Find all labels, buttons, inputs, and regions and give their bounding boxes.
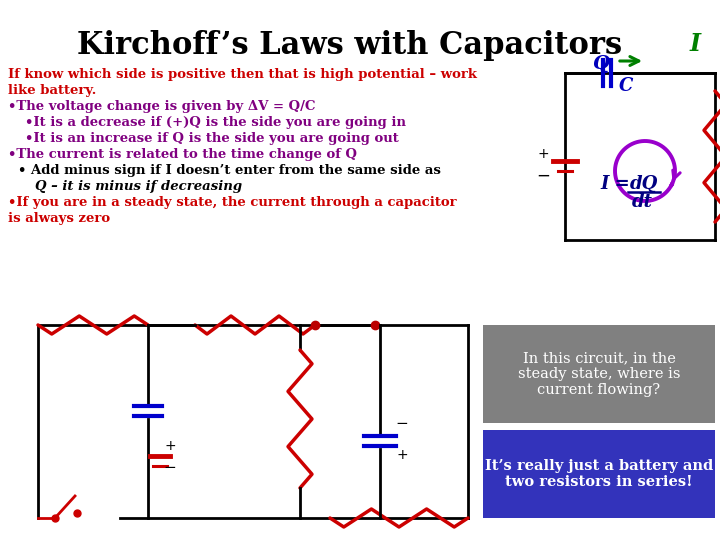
Text: is always zero: is always zero bbox=[8, 212, 110, 225]
Bar bbox=[483, 325, 715, 423]
Bar bbox=[483, 430, 715, 518]
Text: −: − bbox=[395, 415, 408, 430]
Text: It’s really just a battery and
two resistors in series!: It’s really just a battery and two resis… bbox=[485, 459, 713, 489]
Text: like battery.: like battery. bbox=[8, 84, 96, 97]
Text: Kirchoff’s Laws with Capacitors: Kirchoff’s Laws with Capacitors bbox=[78, 30, 623, 61]
Text: +: + bbox=[537, 147, 549, 161]
Text: Q: Q bbox=[593, 55, 610, 73]
Text: •It is an increase if Q is the side you are going out: •It is an increase if Q is the side you … bbox=[25, 132, 399, 145]
Text: •It is a decrease if (+)Q is the side you are going in: •It is a decrease if (+)Q is the side yo… bbox=[25, 116, 406, 129]
Text: •If you are in a steady state, the current through a capacitor: •If you are in a steady state, the curre… bbox=[8, 196, 456, 209]
Text: In this circuit, in the
steady state, where is
current flowing?: In this circuit, in the steady state, wh… bbox=[518, 351, 680, 397]
Text: If know which side is positive then that is high potential – work: If know which side is positive then that… bbox=[8, 68, 477, 81]
Text: +: + bbox=[396, 448, 408, 462]
Text: I =: I = bbox=[600, 175, 630, 193]
Text: I: I bbox=[690, 32, 701, 56]
Text: •The current is related to the time change of Q: •The current is related to the time chan… bbox=[8, 148, 357, 161]
Text: −: − bbox=[163, 461, 176, 476]
Text: dQ: dQ bbox=[630, 175, 658, 193]
Text: +: + bbox=[164, 439, 176, 453]
Text: C: C bbox=[619, 77, 634, 95]
Text: Q – it is minus if decreasing: Q – it is minus if decreasing bbox=[35, 180, 242, 193]
Text: •The voltage change is given by ΔV = Q/C: •The voltage change is given by ΔV = Q/C bbox=[8, 100, 315, 113]
Text: dt: dt bbox=[632, 193, 653, 211]
Text: −: − bbox=[536, 167, 550, 185]
Text: • Add minus sign if I doesn’t enter from the same side as: • Add minus sign if I doesn’t enter from… bbox=[18, 164, 441, 177]
